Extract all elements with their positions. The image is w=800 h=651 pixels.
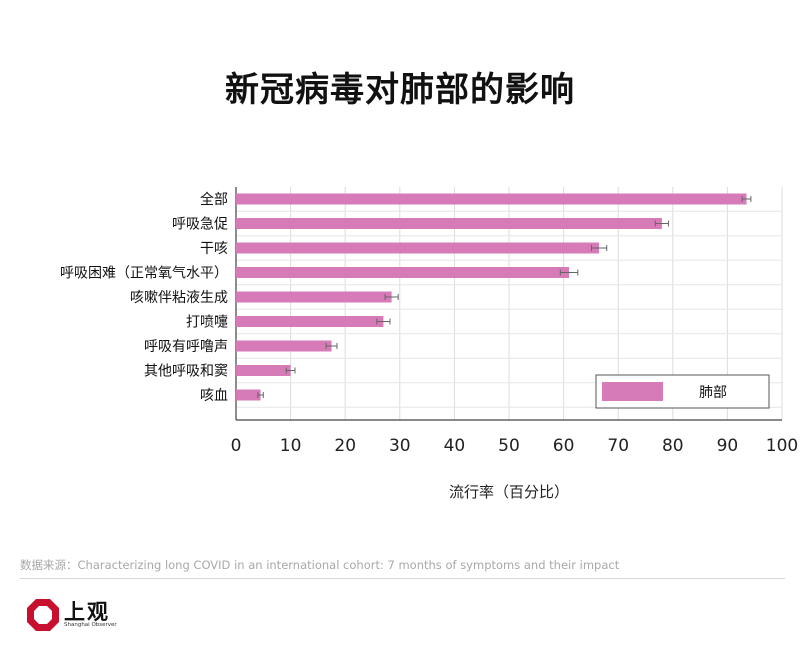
logo-subtitle: Shanghai Observer [64,622,117,628]
shanghai-observer-logo-icon [27,599,59,631]
category-label: 其他呼吸和窦 [144,364,228,380]
category-label: 咳嗽伴粘液生成 [130,290,228,306]
x-tick-label: 80 [662,436,684,456]
x-tick-label: 100 [766,436,798,456]
bar [236,365,291,376]
category-label: 打喷嚏 [186,314,228,331]
x-tick-label: 40 [444,436,466,456]
x-tick-label: 60 [553,436,575,456]
bar [236,242,600,254]
category-label: 干咳 [200,241,228,257]
x-axis-title: 流行率（百分比） [449,483,569,501]
bar [236,291,392,303]
source-citation: 数据来源：Characterizing long COVID in an int… [20,558,620,572]
category-label: 呼吸有呼噜声 [144,339,228,355]
legend-label: 肺部 [699,385,727,401]
x-tick-label: 20 [334,436,356,456]
bar [236,218,662,229]
category-label: 咳血 [200,388,228,404]
source-divider [20,578,785,579]
x-tick-label: 30 [389,436,411,456]
x-tick-label: 90 [717,436,739,456]
category-label: 全部 [200,191,228,208]
x-tick-label: 10 [280,436,302,456]
chart-title: 新冠病毒对肺部的影响 [225,70,575,110]
x-tick-label: 0 [231,436,242,456]
x-tick-label: 50 [498,436,520,456]
x-tick-label: 70 [607,436,629,456]
bar [236,340,332,352]
bar [236,389,261,401]
bar [236,193,747,205]
category-label: 呼吸困难（正常氧气水平） [60,266,228,282]
bar [236,267,570,278]
logo-name: 上观 [64,600,110,624]
legend-swatch [602,382,663,401]
category-label: 呼吸急促 [172,217,228,233]
bar [236,316,384,327]
